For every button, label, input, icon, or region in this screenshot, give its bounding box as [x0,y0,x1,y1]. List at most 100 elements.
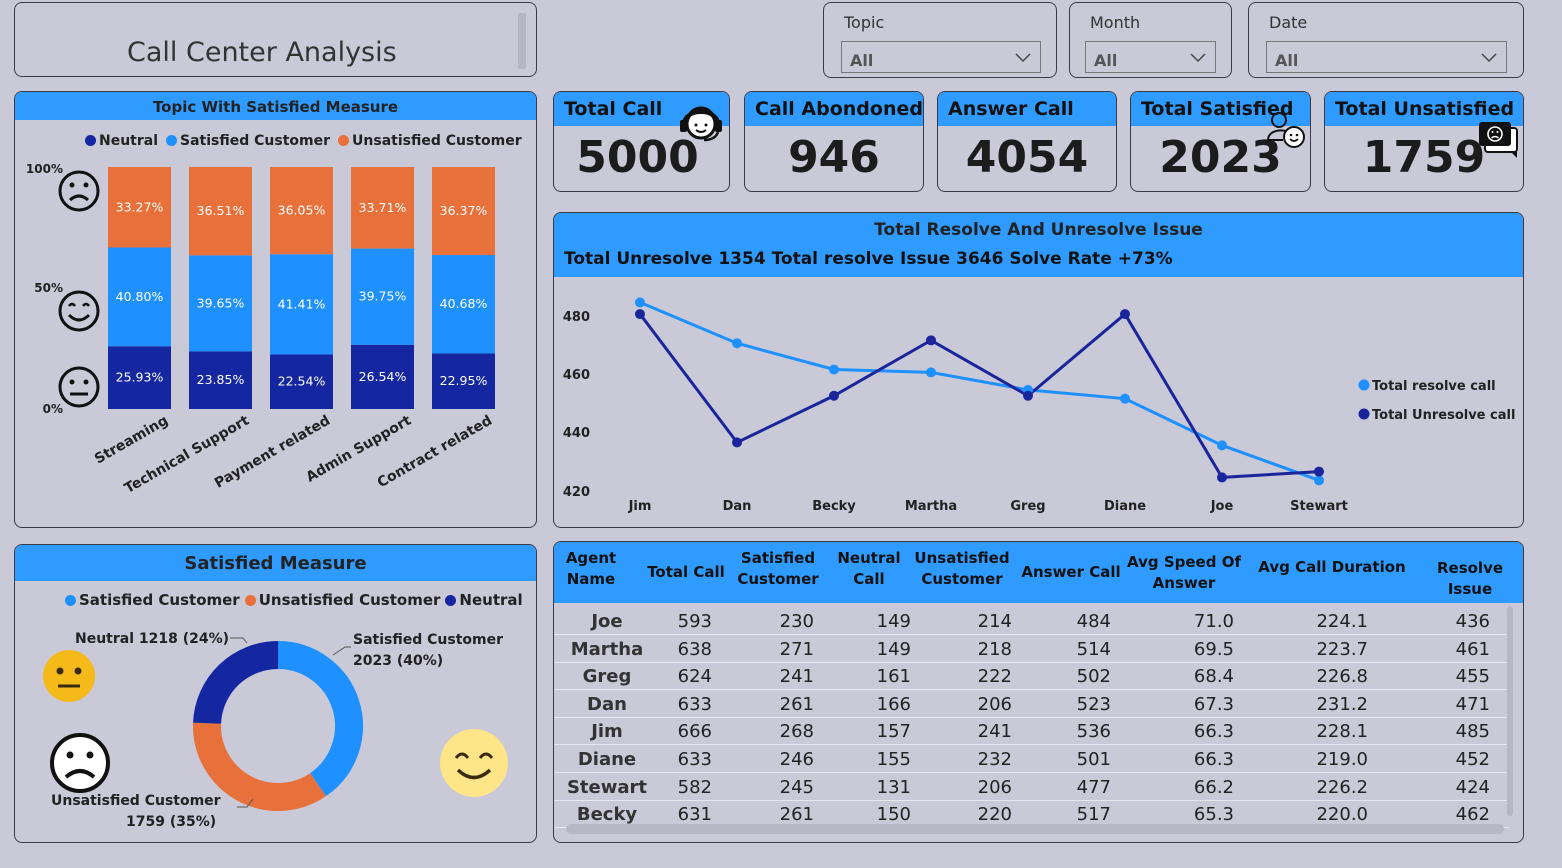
table-row[interactable]: Greg 624 241 161 222 502 68.4 226.8 455 [554,663,1509,691]
point-unresolve-7[interactable] [1314,466,1324,477]
cell-resolve-issue: 455 [1455,666,1490,688]
point-unresolve-4[interactable] [1023,390,1033,401]
bar-neutral-0[interactable] [108,346,171,409]
legend-neutral: Neutral [459,591,523,609]
cell-answer-call: 502 [1076,666,1111,688]
bar-neutral-3[interactable] [351,344,414,409]
bar-satisfied-3[interactable] [351,248,414,345]
bar-unsatisfied-0[interactable] [108,167,171,248]
y-tick-460: 460 [563,368,590,383]
x-tick-label-0: Streaming [92,413,171,468]
column-header-answer-call[interactable]: Answer Call [1021,563,1121,581]
table-row[interactable]: Jim 666 268 157 241 536 66.3 228.1 485 [554,718,1509,746]
column-header-satisfied-customer[interactable]: Satisfied Customer [737,549,819,588]
vertical-scrollbar[interactable] [1507,606,1513,816]
data-label-neutral-0: 25.93% [116,370,164,385]
kpi-total-call-value: 5000 [576,132,699,183]
satisfied-legend-dot [166,135,178,146]
point-resolve-2[interactable] [829,364,839,375]
point-unresolve-3[interactable] [926,335,936,346]
bar-satisfied-4[interactable] [432,255,495,354]
resolve-chart-title: Total Resolve And Unresolve Issue [874,220,1203,240]
point-resolve-0[interactable] [635,297,645,308]
data-label-neutral-1: 23.85% [197,372,245,387]
donut-slice-neutral[interactable] [193,641,279,725]
cell-unsatisfied-customer: 220 [977,804,1012,826]
horizontal-scrollbar[interactable] [566,824,1504,834]
column-header-total-call[interactable]: Total Call [647,563,725,581]
cell-satisfied-customer: 261 [779,804,814,826]
point-unresolve-1[interactable] [732,437,742,448]
line-resolve[interactable] [639,301,1320,482]
cell-agent-name: Joe [591,611,623,632]
topic-dropdown[interactable]: All [841,41,1041,73]
table-row[interactable]: Martha 638 271 149 218 514 69.5 223.7 461 [554,636,1509,663]
x-tick-label-6: Joe [1210,499,1234,514]
point-unresolve-6[interactable] [1217,472,1227,483]
table-row[interactable]: Joe 593 230 149 214 484 71.0 224.1 436 [554,608,1509,635]
bar-satisfied-0[interactable] [108,247,171,347]
headset-agent-icon [680,106,722,142]
cell-neutral-call: 157 [876,721,911,743]
month-slicer-label: Month [1090,13,1141,32]
donut-slice-satisfied[interactable] [277,641,363,797]
bar-neutral-1[interactable] [189,351,252,409]
resolve-line-chart: 480 460 440 420 Jim Dan Becky Martha Greg Dia… [563,297,1515,514]
neutral-legend-dot [85,135,96,146]
cell-resolve-issue: 471 [1455,693,1490,715]
data-label-unsatisfied-2: 36.05% [278,203,326,218]
y-tick-50: 50% [34,281,63,295]
cell-total-call: 666 [677,721,712,743]
unsatisfied-legend-dot [338,135,350,146]
column-header-agent-name[interactable]: Agent Name [565,549,617,588]
date-dropdown[interactable]: All [1266,41,1507,73]
cell-avg-call-duration: 219.0 [1316,749,1368,770]
column-header-neutral-call[interactable]: Neutral Call [837,549,901,588]
bar-unsatisfied-1[interactable] [189,166,252,256]
cell-unsatisfied-customer: 222 [977,666,1012,688]
donut-slice-unsatisfied[interactable] [193,722,326,811]
kpi-total-unsatisfied: Total Unsatisfied 1759 [1324,91,1524,192]
point-resolve-3[interactable] [926,367,936,378]
point-resolve-5[interactable] [1120,393,1130,404]
bar-unsatisfied-3[interactable] [351,167,414,249]
data-label-satisfied-2: 41.41% [278,296,326,311]
satisfied-measure-panel: Satisfied Measure Satisfied Customer Unsa… [14,544,537,843]
column-header-unsatisfied-customer[interactable]: Unsatisfied Customer [914,549,1010,588]
point-unresolve-2[interactable] [829,390,839,401]
legend-satisfied: Satisfied Customer [180,133,331,149]
line-unresolve[interactable] [638,311,1320,479]
column-header-avg-call-duration[interactable]: Avg Call Duration [1258,558,1406,576]
column-header-avg-speed-of-answer[interactable]: Avg Speed Of Answer [1127,553,1241,592]
table-row[interactable]: Diane 633 246 155 232 501 66.3 219.0 452 [554,746,1509,773]
cell-neutral-call: 149 [876,611,911,632]
point-unresolve-5[interactable] [1120,309,1130,320]
bar-neutral-2[interactable] [270,354,333,409]
bar-satisfied-1[interactable] [189,255,252,352]
resolve-chart-summary: Total Unresolve 1354 Total resolve Issue… [564,249,1173,269]
column-header-resolve-issue[interactable]: Resolve Issue [1436,559,1504,598]
table-row[interactable]: Stewart 582 245 131 206 477 66.2 226.2 424 [554,774,1509,801]
cell-total-call: 633 [677,693,712,715]
chevron-down-icon [1015,53,1031,63]
stacked-bar-chart: 100% 50% 0% 25.93% 40.80% 33.27% Streaming 2… [26,162,495,497]
unsatisfied-slice-label-2: 1759 (35%) [126,814,216,830]
point-resolve-7[interactable] [1314,475,1324,486]
data-label-satisfied-4: 40.68% [440,296,488,311]
point-resolve-1[interactable] [732,338,742,349]
bar-unsatisfied-4[interactable] [432,167,495,256]
topic-chart-title: Topic With Satisfied Measure [15,92,536,120]
table-row[interactable]: Dan 633 261 166 206 523 67.3 231.2 471 [554,691,1509,718]
point-resolve-6[interactable] [1217,440,1227,451]
cell-neutral-call: 161 [876,666,911,688]
unsatisfied-leader-line [237,798,254,808]
month-dropdown[interactable]: All [1085,41,1216,73]
cell-answer-call: 523 [1076,693,1111,715]
kpi-answer-call: Answer Call 4054 [937,91,1117,192]
bar-neutral-4[interactable] [432,353,495,409]
cell-resolve-issue: 461 [1455,638,1490,660]
kpi-total-unsatisfied-label: Total Unsatisfied [1325,92,1523,126]
bar-satisfied-2[interactable] [270,254,333,355]
point-unresolve-0[interactable] [635,309,645,320]
bar-unsatisfied-2[interactable] [270,167,333,255]
